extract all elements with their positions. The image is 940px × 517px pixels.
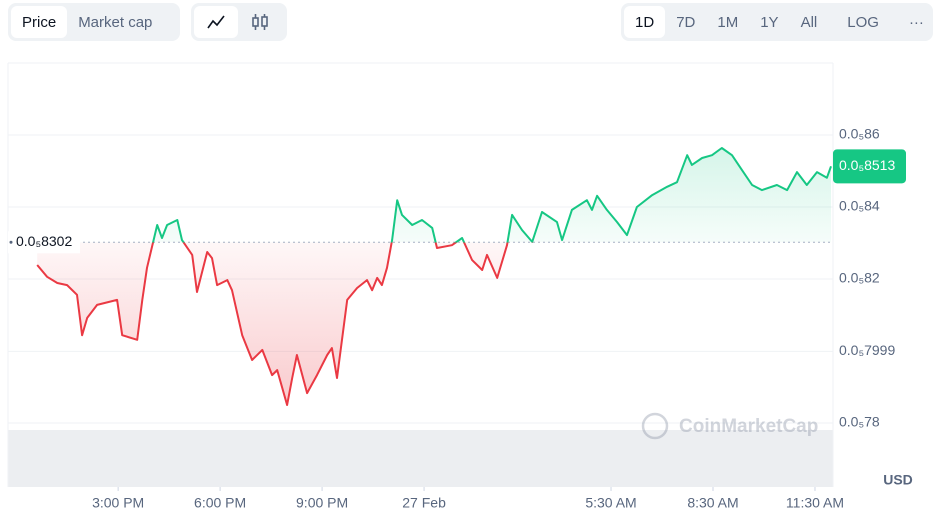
x-tick-label: 27 Feb — [402, 495, 446, 511]
line-style-button[interactable] — [194, 6, 238, 38]
watermark: CoinMarketCap — [641, 412, 818, 440]
volume-band — [8, 430, 833, 487]
x-tick-label: 9:00 PM — [296, 495, 348, 511]
chart-style-group — [191, 3, 287, 41]
range-button[interactable]: 1D — [624, 6, 666, 38]
x-tick-label: 6:00 PM — [194, 495, 246, 511]
candle-icon — [252, 14, 268, 30]
y-tick-label: 0.0₅82 — [839, 270, 880, 286]
current-price-label: 0.0₅8513 — [839, 157, 895, 173]
y-tick-label: 0.0₅78 — [839, 414, 880, 430]
x-tick-label: 11:30 AM — [786, 495, 844, 511]
axis-unit: USD — [883, 472, 913, 488]
tab[interactable]: Price — [11, 6, 68, 38]
candle-style-button[interactable] — [238, 6, 282, 38]
range-button[interactable]: All — [800, 13, 818, 31]
price-area — [37, 148, 831, 405]
tab[interactable]: Market cap — [78, 13, 153, 31]
reference-label: 0.0₅8302 — [16, 233, 72, 249]
x-tick-label: 3:00 PM — [92, 495, 144, 511]
tab-group: Price Market cap — [8, 3, 180, 41]
price-line — [36, 147, 832, 406]
range-button[interactable]: 7D — [676, 13, 696, 31]
log-button[interactable]: LOG — [847, 13, 879, 31]
x-tick-label: 5:30 AM — [585, 495, 636, 511]
reference-dot — [9, 240, 13, 244]
range-button[interactable]: 1Y — [760, 13, 779, 31]
x-tick-label: 8:30 AM — [687, 495, 738, 511]
watermark-logo — [641, 412, 669, 440]
current-price-tag — [833, 149, 906, 184]
range-button[interactable]: 1M — [717, 13, 739, 31]
reference-label-bg — [8, 231, 80, 254]
watermark-text: CoinMarketCap — [679, 416, 818, 437]
y-tick-label: 0.0₅86 — [839, 126, 880, 142]
line-icon — [207, 15, 225, 29]
y-tick-label: 0.0₅7999 — [839, 342, 895, 358]
more-button[interactable]: ··· — [908, 13, 924, 31]
range-group: 1D 7D 1M 1Y All LOG ··· — [621, 3, 933, 41]
y-tick-label: 0.0₅84 — [839, 198, 880, 214]
